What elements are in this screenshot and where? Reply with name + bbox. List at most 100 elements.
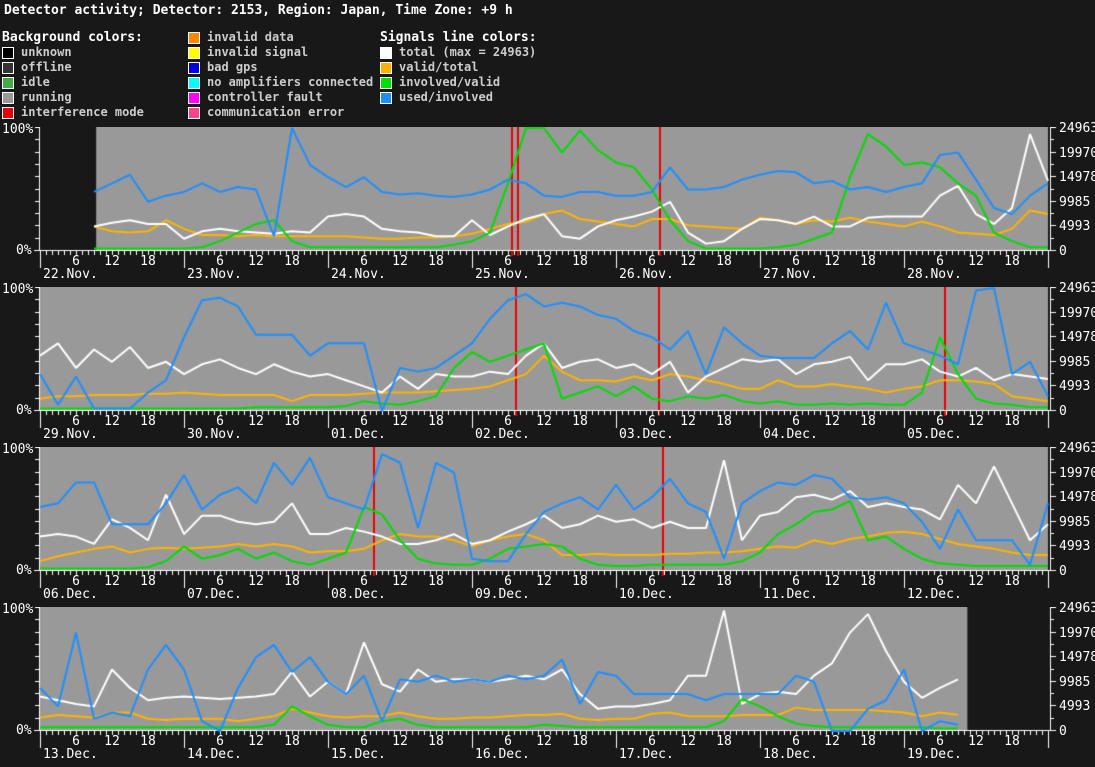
x-axis-hour-label: 6: [648, 734, 656, 749]
x-axis-hour-label: 12: [248, 734, 264, 749]
x-axis-hour-label: 12: [968, 414, 984, 429]
chart-canvas-week-2: [0, 287, 1095, 432]
x-axis-hour-label: 6: [504, 414, 512, 429]
x-axis-hour-label: 6: [216, 414, 224, 429]
right-axis-label-19970: 19970: [1059, 146, 1095, 161]
right-axis-label-14978: 14978: [1059, 650, 1095, 665]
legend-item-offline: offline: [2, 60, 144, 75]
legend-item-bad-gps-swatch-icon: [188, 61, 200, 74]
x-axis-hour-label: 6: [72, 574, 80, 589]
legend-item-interference-mode-swatch-icon: [2, 106, 14, 119]
legend-item-communication-error-label: communication error: [207, 105, 345, 119]
legend-item-controller-fault-swatch-icon: [188, 91, 200, 104]
x-axis-date-label: 29.Nov.: [43, 427, 98, 442]
legend-item-idle: idle: [2, 75, 144, 90]
x-axis-hour-label: 18: [140, 574, 156, 589]
x-axis-hour-label: 12: [824, 254, 840, 269]
x-axis-hour-label: 18: [716, 254, 732, 269]
legend-item-invalid-signal-label: invalid signal: [207, 45, 309, 59]
x-axis-hour-label: 12: [104, 574, 120, 589]
x-axis-hour-label: 12: [680, 414, 696, 429]
legend-item-controller-fault-label: controller fault: [207, 90, 323, 104]
x-axis-hour-label: 6: [648, 574, 656, 589]
x-axis-hour-label: 12: [824, 734, 840, 749]
x-axis-hour-label: 12: [536, 254, 552, 269]
x-axis-hour-label: 6: [216, 734, 224, 749]
right-axis-label-0: 0: [1059, 724, 1067, 739]
x-axis-hour-label: 18: [716, 734, 732, 749]
right-axis-label-9985: 9985: [1059, 515, 1091, 530]
right-axis-label-0: 0: [1059, 564, 1067, 579]
x-axis-hour-label: 12: [968, 254, 984, 269]
x-axis-hour-label: 12: [248, 414, 264, 429]
x-axis-hour-label: 6: [216, 254, 224, 269]
x-axis-hour-label: 6: [936, 734, 944, 749]
legend-item-unknown-label: unknown: [21, 45, 72, 59]
x-axis-date-label: 12.Dec.: [907, 587, 962, 602]
x-axis-date-label: 14.Dec.: [187, 747, 242, 762]
x-axis-hour-label: 18: [716, 574, 732, 589]
y-axis-0-label: 0%: [16, 243, 32, 258]
x-axis-hour-label: 6: [792, 414, 800, 429]
chart-canvas-week-3: [0, 447, 1095, 592]
x-axis-hour-label: 18: [284, 734, 300, 749]
x-axis-hour-label: 18: [572, 414, 588, 429]
x-axis-hour-label: 6: [648, 254, 656, 269]
y-axis-0-label: 0%: [16, 403, 32, 418]
x-axis-hour-label: 6: [936, 414, 944, 429]
x-axis-hour-label: 18: [860, 734, 876, 749]
x-axis-date-label: 04.Dec.: [763, 427, 818, 442]
x-axis-hour-label: 18: [572, 734, 588, 749]
right-axis-label-19970: 19970: [1059, 466, 1095, 481]
legend-item-invalid-signal: invalid signal: [188, 45, 373, 60]
chart-canvas-week-1: [0, 127, 1095, 272]
activity-chart-week-1: 100% 0% 24963 19970 14978 9985 4993 0 6 12 18 22.No…: [0, 122, 1095, 287]
right-axis-label-24963: 24963: [1059, 121, 1095, 136]
x-axis-hour-label: 12: [104, 254, 120, 269]
legend-item-no-amplifiers-connected: no amplifiers connected: [188, 75, 373, 90]
x-axis-date-label: 25.Nov.: [475, 267, 530, 282]
right-axis-label-19970: 19970: [1059, 306, 1095, 321]
legend-item-valid/total-label: valid/total: [399, 60, 479, 74]
x-axis-date-label: 16.Dec.: [475, 747, 530, 762]
y-axis-100-label: 100%: [2, 442, 34, 457]
legend-item-invalid-data-swatch-icon: [188, 31, 200, 44]
x-axis-date-label: 03.Dec.: [619, 427, 674, 442]
legend-item-used/involved-label: used/involved: [399, 90, 493, 104]
x-axis-hour-label: 12: [248, 254, 264, 269]
x-axis-hour-label: 12: [680, 574, 696, 589]
x-axis-hour-label: 18: [428, 734, 444, 749]
x-axis-hour-label: 18: [572, 254, 588, 269]
legend-item-used/involved-swatch-icon: [380, 91, 392, 104]
x-axis-date-label: 26.Nov.: [619, 267, 674, 282]
legend-item-offline-label: offline: [21, 60, 72, 74]
legend-item-involved/valid-swatch-icon: [380, 76, 392, 89]
legend-item-total-(max-=-24963): total (max = 24963): [380, 45, 537, 60]
legend-item-unknown-swatch-icon: [2, 46, 14, 59]
x-axis-hour-label: 18: [428, 414, 444, 429]
x-axis-hour-label: 6: [72, 414, 80, 429]
x-axis-date-label: 10.Dec.: [619, 587, 674, 602]
x-axis-date-label: 05.Dec.: [907, 427, 962, 442]
x-axis-hour-label: 18: [284, 254, 300, 269]
x-axis-date-label: 28.Nov.: [907, 267, 962, 282]
x-axis-hour-label: 18: [428, 574, 444, 589]
x-axis-date-label: 22.Nov.: [43, 267, 98, 282]
x-axis-date-label: 06.Dec.: [43, 587, 98, 602]
right-axis-label-14978: 14978: [1059, 330, 1095, 345]
page-title: Detector activity; Detector: 2153, Regio…: [4, 3, 513, 18]
right-axis-label-14978: 14978: [1059, 170, 1095, 185]
chart-canvas-week-4: [0, 607, 1095, 752]
legend-item-total-(max-=-24963)-swatch-icon: [380, 46, 392, 59]
right-axis-label-24963: 24963: [1059, 441, 1095, 456]
legend-item-offline-swatch-icon: [2, 61, 14, 74]
x-axis-hour-label: 12: [392, 254, 408, 269]
legend-item-communication-error: communication error: [188, 105, 373, 120]
x-axis-hour-label: 6: [504, 254, 512, 269]
legend-item-idle-label: idle: [21, 75, 50, 89]
right-axis-label-4993: 4993: [1059, 539, 1091, 554]
x-axis-hour-label: 6: [648, 414, 656, 429]
x-axis-date-label: 11.Dec.: [763, 587, 818, 602]
legend-item-invalid-signal-swatch-icon: [188, 46, 200, 59]
